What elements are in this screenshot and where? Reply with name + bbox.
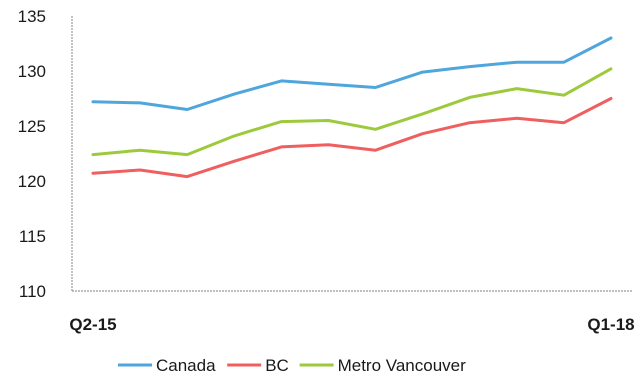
y-tick-label: 115 xyxy=(19,227,46,246)
series-line-bc xyxy=(91,97,613,179)
x-axis-ticks: Q2-15 Q1-18 xyxy=(69,315,634,334)
y-tick-label: 135 xyxy=(18,7,46,26)
legend: Canada BC Metro Vancouver xyxy=(118,356,466,375)
legend-item-metro-vancouver: Metro Vancouver xyxy=(299,356,467,375)
x-tick-label: Q1-18 xyxy=(587,315,634,334)
y-axis-ticks: 110 115 120 125 130 135 xyxy=(18,7,46,301)
y-tick-label: 130 xyxy=(18,62,46,81)
legend-label: BC xyxy=(265,356,289,375)
series-lines xyxy=(91,36,613,179)
legend-item-canada: Canada xyxy=(118,356,216,375)
y-tick-label: 125 xyxy=(18,117,46,136)
y-tick-label: 110 xyxy=(19,282,46,301)
legend-item-bc: BC xyxy=(227,356,289,375)
series-line-canada xyxy=(91,36,613,111)
y-tick-label: 120 xyxy=(18,172,46,191)
series-line-metro-vancouver xyxy=(91,67,613,157)
x-tick-label: Q2-15 xyxy=(69,315,116,334)
legend-label: Metro Vancouver xyxy=(338,356,467,375)
legend-label: Canada xyxy=(156,356,216,375)
